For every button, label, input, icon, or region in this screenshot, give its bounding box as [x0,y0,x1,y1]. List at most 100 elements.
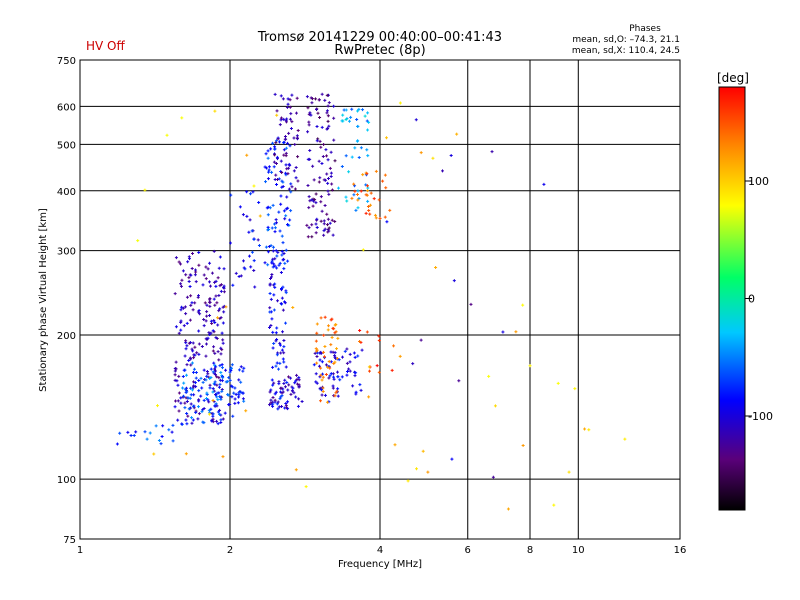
data-point [377,334,381,338]
data-point [377,198,381,202]
data-point [216,316,220,320]
x-tick-label: 10 [572,545,585,556]
data-point [190,388,194,392]
data-point [277,382,281,386]
data-point [336,387,340,391]
data-point [277,263,281,267]
data-point [272,262,276,266]
data-point [184,373,188,377]
data-point [344,154,348,158]
data-point [328,221,332,225]
data-point [280,404,284,408]
data-point [183,305,187,309]
data-point [320,360,324,364]
data-point [206,372,210,376]
data-point [332,375,336,379]
data-point [314,222,318,226]
y-tick-label: 400 [57,187,76,198]
data-point [177,391,181,395]
data-point [384,186,388,190]
data-point [239,390,243,394]
data-point [573,387,577,391]
data-point [250,250,254,254]
data-point [202,398,206,402]
y-tick-label: 75 [63,535,76,546]
data-point [366,111,370,115]
data-point [344,195,348,199]
colorbar-tick-label: -100 [748,410,773,423]
data-point [278,229,282,233]
data-point [202,421,206,425]
data-point [226,380,230,384]
data-point [320,92,324,96]
data-point [197,352,201,356]
data-point [229,366,233,370]
data-point [245,214,249,218]
data-point [234,392,238,396]
data-point [321,154,325,158]
data-point [374,169,378,173]
data-point [271,404,275,408]
data-point [185,363,189,367]
data-point [213,280,217,284]
data-point [207,412,211,416]
data-point [315,355,319,359]
data-point [279,116,283,120]
data-point [281,97,285,101]
data-point [187,407,191,411]
data-point [282,351,286,355]
data-point [367,120,371,124]
data-point [350,155,354,159]
data-point [174,367,178,371]
data-point [296,128,300,132]
data-point [364,193,368,197]
data-point [272,342,276,346]
data-point [220,366,224,370]
data-point [217,385,221,389]
data-point [176,399,180,403]
data-point [222,310,226,314]
data-point [330,188,334,192]
data-point [212,318,216,322]
data-point [356,354,360,358]
data-point [205,310,209,314]
data-point [217,266,221,270]
data-point [324,372,328,376]
data-point [326,328,330,332]
data-point [359,146,363,150]
data-point [315,361,319,365]
data-point [332,104,336,108]
data-point [222,267,226,271]
data-point [392,344,396,348]
data-point [356,109,360,113]
data-point [314,201,318,205]
data-point [219,346,223,350]
data-point [170,430,174,434]
data-point [327,229,331,233]
data-point [216,276,220,280]
data-point [294,468,298,472]
data-point [315,225,319,229]
data-point [341,355,345,359]
data-point [322,142,326,146]
data-point [270,226,274,230]
data-point [286,206,290,210]
phases-o-stats: mean, sd,O: –74.3, 21.1 [572,35,680,45]
data-point [329,350,333,354]
data-point [268,282,272,286]
data-point [341,113,345,117]
data-point [217,376,221,380]
data-point [315,107,319,111]
data-point [177,409,181,413]
data-point [282,252,286,256]
data-point [269,310,273,314]
data-point [322,222,326,226]
data-point [345,361,349,365]
grid [80,60,680,539]
data-point [491,475,495,479]
data-point [333,355,337,359]
data-point [179,262,183,266]
data-point [198,312,202,316]
data-point [201,283,205,287]
data-point [207,331,211,335]
